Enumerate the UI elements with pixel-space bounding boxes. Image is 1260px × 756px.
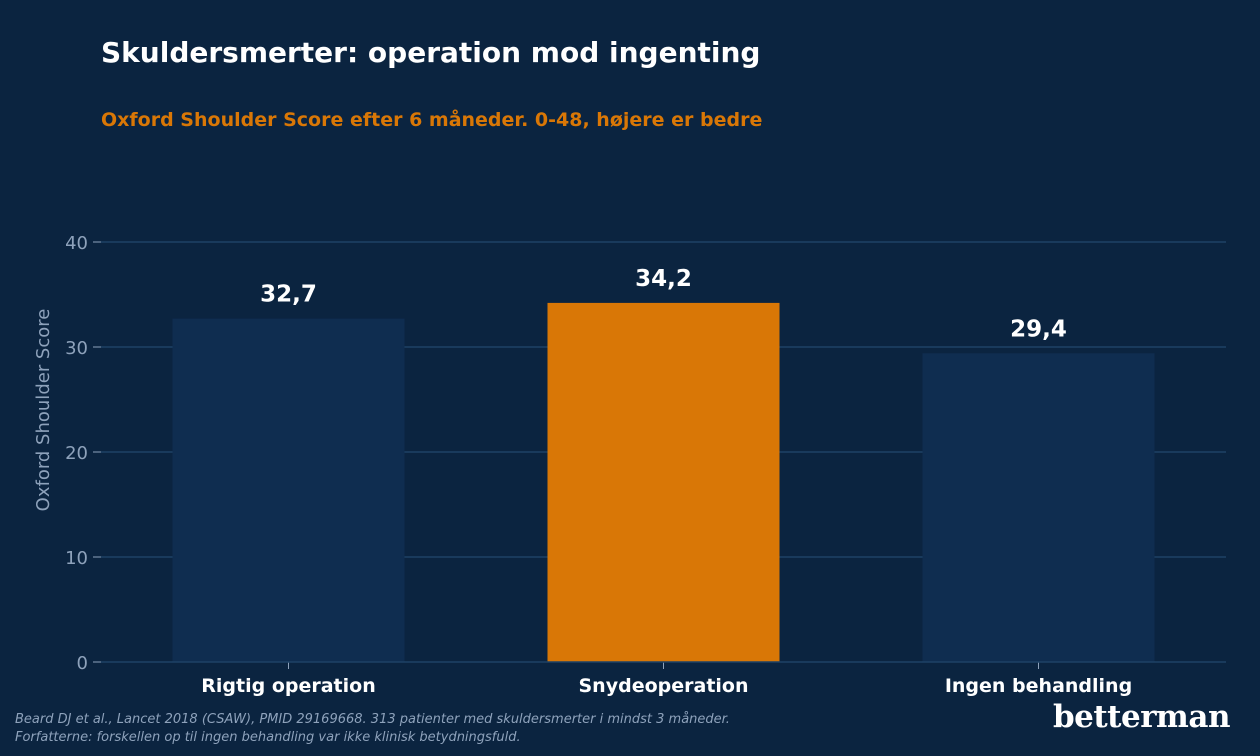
x-tick-label: Ingen behandling bbox=[945, 675, 1132, 697]
y-tick-label: 0 bbox=[77, 653, 88, 674]
y-tick-label: 40 bbox=[65, 233, 88, 254]
source-note: Beard DJ et al., Lancet 2018 (CSAW), PMI… bbox=[15, 711, 730, 747]
bar-value-label: 34,2 bbox=[635, 266, 692, 292]
axes: 0 10 20 30 40 Rigtig operation Snydeoperation I… bbox=[65, 233, 1226, 697]
y-tick-label: 10 bbox=[65, 548, 88, 569]
chart-subtitle: Oxford Shoulder Score efter 6 måneder. 0… bbox=[101, 109, 763, 131]
bars: 32,7 34,2 29,4 bbox=[172, 266, 1155, 662]
y-tick-label: 30 bbox=[65, 338, 88, 359]
bar bbox=[172, 318, 405, 662]
x-tick-label: Rigtig operation bbox=[201, 675, 375, 697]
bar bbox=[547, 302, 780, 662]
x-tick-label: Snydeoperation bbox=[579, 675, 749, 697]
chart-title: Skuldersmerter: operation mod ingenting bbox=[101, 36, 761, 69]
source-line-1: Beard DJ et al., Lancet 2018 (CSAW), PMI… bbox=[15, 712, 730, 727]
brand-logo: betterman bbox=[1052, 699, 1231, 735]
bar bbox=[922, 353, 1155, 662]
source-line-2: Forfatterne: forskellen op til ingen beh… bbox=[15, 730, 521, 745]
y-axis-label: Oxford Shoulder Score bbox=[33, 309, 54, 512]
y-tick-label: 20 bbox=[65, 443, 88, 464]
bar-value-label: 32,7 bbox=[260, 282, 317, 308]
bar-value-label: 29,4 bbox=[1010, 316, 1067, 342]
